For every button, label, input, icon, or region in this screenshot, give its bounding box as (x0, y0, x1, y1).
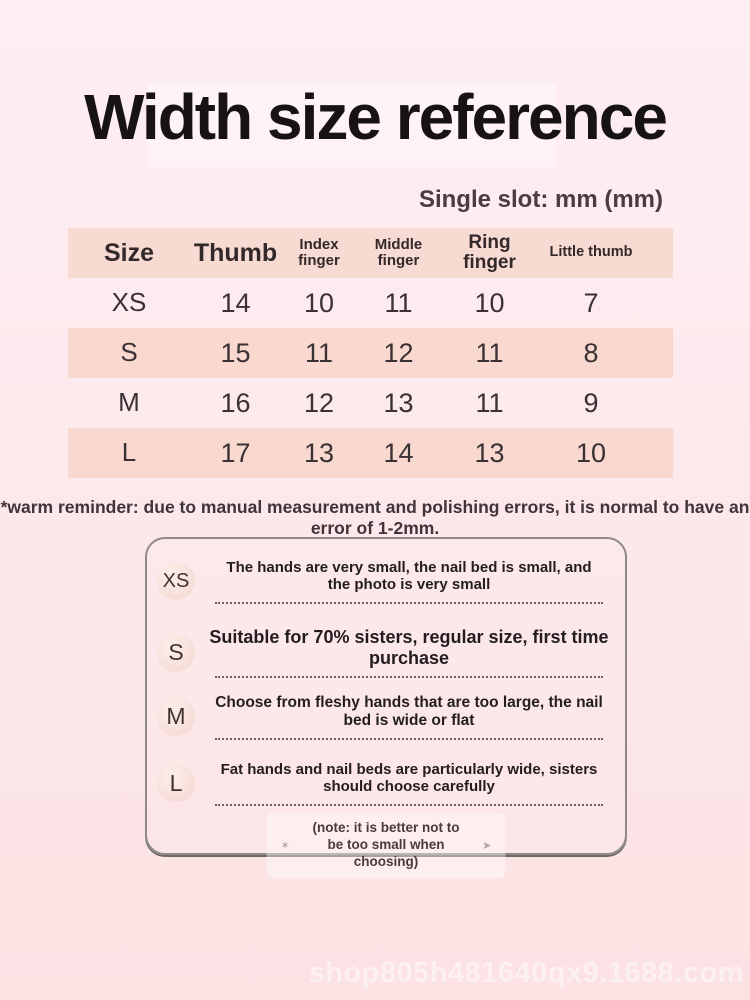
column-header-little-thumb: Little thumb (549, 244, 633, 261)
cell-value: 14 (383, 437, 414, 468)
dotted-divider (215, 676, 603, 679)
title-highlight (148, 83, 556, 167)
column-header-index-finger: Index finger (298, 236, 340, 269)
cell-value: 14 (220, 287, 251, 318)
arrow-icon: ➤ (482, 839, 492, 852)
legend-item-l: L Fat hands and nail beds are particular… (157, 761, 611, 806)
note-text: (note: it is better not to be too small … (312, 820, 460, 869)
legend-text-l: Fat hands and nail beds are particularly… (220, 761, 598, 796)
column-header-middle-finger: Middle finger (374, 236, 423, 269)
cell-value: 11 (384, 287, 413, 318)
table-row-l: L 17 13 14 13 10 (68, 428, 673, 478)
cell-value: 7 (583, 287, 599, 318)
cell-value: 8 (583, 337, 599, 368)
sparkle-icon: ✶ (280, 839, 290, 852)
cell-value: 10 (474, 287, 505, 318)
cell-value: 13 (303, 437, 335, 468)
watermark-text: shop805h481640qx9.1688.com (308, 957, 744, 989)
legend-text-xs: The hands are very small, the nail bed i… (226, 559, 592, 594)
column-header-ring-finger: Ring finger (463, 232, 516, 273)
row-size-label: L (121, 437, 137, 468)
cell-value: 10 (303, 287, 335, 318)
size-badge-m: M (157, 697, 195, 736)
cell-value: 16 (220, 387, 251, 418)
page-title: Width size reference (84, 81, 668, 153)
table-row-xs: XS 14 10 11 10 7 (68, 278, 673, 328)
dotted-divider (215, 803, 603, 806)
legend-item-m: M Choose from fleshy hands that are too … (157, 694, 611, 740)
size-badge-l: L (157, 764, 195, 803)
column-header-thumb: Thumb (193, 238, 278, 267)
dotted-divider (215, 737, 603, 740)
table-row-s: S 15 11 12 11 8 (68, 328, 673, 378)
cell-value: 11 (304, 337, 334, 368)
row-size-label: M (118, 387, 140, 418)
size-reference-table: Size Thumb Index finger Middle finger Ri… (68, 228, 673, 478)
unit-subtitle: Single slot: mm (mm) (418, 186, 663, 213)
size-badge-s: S (157, 633, 195, 672)
cell-value: 11 (475, 337, 504, 368)
cell-value: 12 (383, 337, 414, 368)
legend-item-xs: XS The hands are very small, the nail be… (157, 559, 611, 604)
size-guide-box: XS The hands are very small, the nail be… (145, 537, 627, 878)
cell-value: 15 (220, 337, 251, 368)
cell-value: 11 (475, 387, 504, 418)
warm-reminder-text: *warm reminder: due to manual measuremen… (0, 497, 750, 538)
cell-value: 9 (583, 387, 599, 418)
cell-value: 13 (383, 387, 414, 418)
table-row-m: M 16 12 13 11 9 (68, 378, 673, 428)
legend-item-s: S Suitable for 70% sisters, regular size… (157, 627, 611, 679)
legend-text-m: Choose from fleshy hands that are too la… (215, 694, 603, 729)
cell-value: 17 (220, 437, 251, 468)
dotted-divider (215, 601, 603, 604)
size-badge-xs: XS (157, 562, 195, 601)
table-header-row: Size Thumb Index finger Middle finger Ri… (68, 228, 673, 278)
note-pill: ✶ (note: it is better not to be too smal… (266, 813, 506, 878)
legend-text-s: Suitable for 70% sisters, regular size, … (209, 627, 609, 668)
cell-value: 12 (303, 387, 335, 418)
row-size-label: XS (111, 287, 147, 318)
row-size-label: S (120, 337, 138, 368)
cell-value: 13 (474, 437, 505, 468)
cell-value: 10 (575, 437, 607, 468)
column-header-size: Size (103, 238, 155, 267)
